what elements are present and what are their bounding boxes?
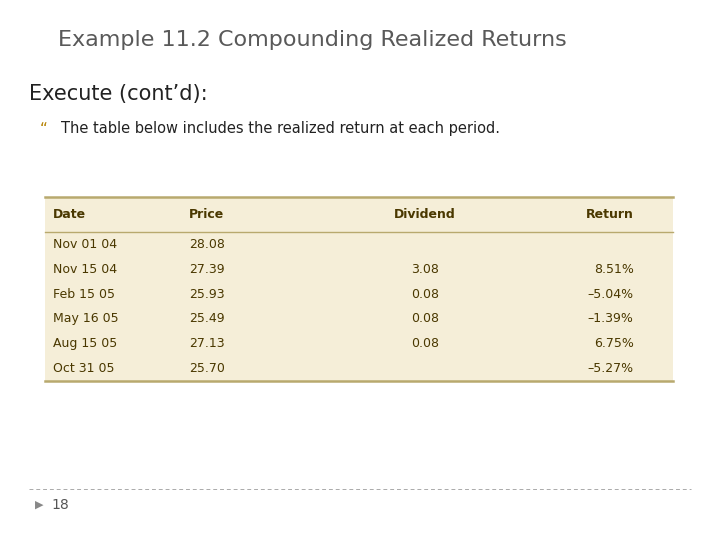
Text: 6.75%: 6.75%: [594, 337, 634, 350]
Text: Feb 15 05: Feb 15 05: [53, 288, 114, 301]
Text: Dividend: Dividend: [394, 208, 456, 221]
Text: 25.49: 25.49: [189, 312, 225, 325]
Text: Execute (cont’d):: Execute (cont’d):: [29, 84, 207, 104]
Text: Nov 15 04: Nov 15 04: [53, 263, 117, 276]
Text: 0.08: 0.08: [411, 288, 438, 301]
Text: “: “: [40, 122, 48, 137]
Text: Date: Date: [53, 208, 86, 221]
Text: –5.04%: –5.04%: [588, 288, 634, 301]
Text: 25.70: 25.70: [189, 362, 225, 375]
Text: Return: Return: [586, 208, 634, 221]
Text: Nov 01 04: Nov 01 04: [53, 238, 117, 251]
Text: Price: Price: [189, 208, 225, 221]
Text: 8.51%: 8.51%: [594, 263, 634, 276]
Text: ▶: ▶: [35, 500, 43, 510]
Text: May 16 05: May 16 05: [53, 312, 118, 325]
Text: 0.08: 0.08: [411, 337, 438, 350]
Text: 27.39: 27.39: [189, 263, 225, 276]
Text: Aug 15 05: Aug 15 05: [53, 337, 117, 350]
Text: 25.93: 25.93: [189, 288, 225, 301]
Text: The table below includes the realized return at each period.: The table below includes the realized re…: [61, 122, 500, 137]
Text: 18: 18: [52, 498, 70, 512]
Text: –1.39%: –1.39%: [588, 312, 634, 325]
Text: Example 11.2 Compounding Realized Returns: Example 11.2 Compounding Realized Return…: [58, 30, 567, 50]
Text: 0.08: 0.08: [411, 312, 438, 325]
Text: 27.13: 27.13: [189, 337, 225, 350]
Text: 3.08: 3.08: [411, 263, 438, 276]
Text: 28.08: 28.08: [189, 238, 225, 251]
Text: Oct 31 05: Oct 31 05: [53, 362, 114, 375]
Text: –5.27%: –5.27%: [588, 362, 634, 375]
